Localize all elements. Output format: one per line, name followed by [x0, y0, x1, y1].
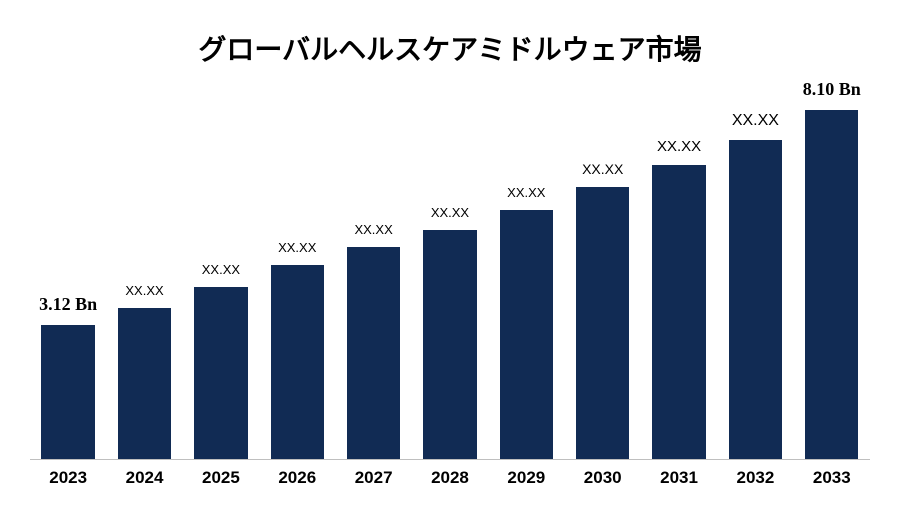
bars-group: 3.12 Bn XX.XX XX.XX XX.XX XX.XX XX.XX XX.XX XX.… — [30, 110, 870, 460]
bar-slot: XX.XX — [717, 110, 793, 460]
bar-value-label: XX.XX — [202, 262, 240, 277]
bar-value-label: XX.XX — [507, 185, 545, 200]
bar — [194, 287, 247, 460]
bar — [118, 308, 171, 460]
x-axis-label: 2029 — [488, 468, 564, 488]
bar-value-label: XX.XX — [125, 283, 163, 298]
x-axis-label: 2025 — [183, 468, 259, 488]
x-axis-label: 2028 — [412, 468, 488, 488]
bar-slot: XX.XX — [183, 110, 259, 460]
bar-value-label: XX.XX — [732, 112, 779, 130]
x-axis-label: 2030 — [565, 468, 641, 488]
bar-value-label: 3.12 Bn — [39, 294, 97, 315]
bar-slot: XX.XX — [412, 110, 488, 460]
bar-slot: XX.XX — [641, 110, 717, 460]
bar — [423, 230, 476, 460]
bar — [271, 265, 324, 460]
x-axis-label: 2033 — [794, 468, 870, 488]
plot-area: 3.12 Bn XX.XX XX.XX XX.XX XX.XX XX.XX XX.XX XX.… — [30, 110, 870, 460]
bar-value-label: XX.XX — [431, 205, 469, 220]
bar-value-label: XX.XX — [582, 161, 623, 177]
bar-slot: XX.XX — [488, 110, 564, 460]
bar — [347, 247, 400, 460]
x-axis-label: 2024 — [106, 468, 182, 488]
bar — [729, 140, 782, 460]
bar — [576, 187, 629, 460]
bar-slot: XX.XX — [565, 110, 641, 460]
bar-value-label: XX.XX — [354, 222, 392, 237]
x-axis-label: 2031 — [641, 468, 717, 488]
bar — [41, 325, 94, 460]
bar — [500, 210, 553, 460]
bar-slot: 3.12 Bn — [30, 110, 106, 460]
x-axis-label: 2027 — [335, 468, 411, 488]
x-axis-label: 2023 — [30, 468, 106, 488]
chart-container: { "chart": { "type": "bar", "title": "グロ… — [0, 0, 900, 525]
bar-value-label: 8.10 Bn — [803, 79, 861, 100]
x-axis-labels: 2023202420252026202720282029203020312032… — [30, 468, 870, 488]
x-axis-label: 2032 — [717, 468, 793, 488]
bar-slot: XX.XX — [259, 110, 335, 460]
bar-slot: 8.10 Bn — [794, 110, 870, 460]
x-axis-label: 2026 — [259, 468, 335, 488]
bar-slot: XX.XX — [106, 110, 182, 460]
bar — [805, 110, 858, 460]
bar-slot: XX.XX — [335, 110, 411, 460]
bar — [652, 165, 705, 460]
bar-value-label: XX.XX — [657, 138, 701, 155]
chart-title: グローバルヘルスケアミドルウェア市場 — [0, 28, 900, 68]
bar-value-label: XX.XX — [278, 240, 316, 255]
x-axis-line — [30, 459, 870, 460]
